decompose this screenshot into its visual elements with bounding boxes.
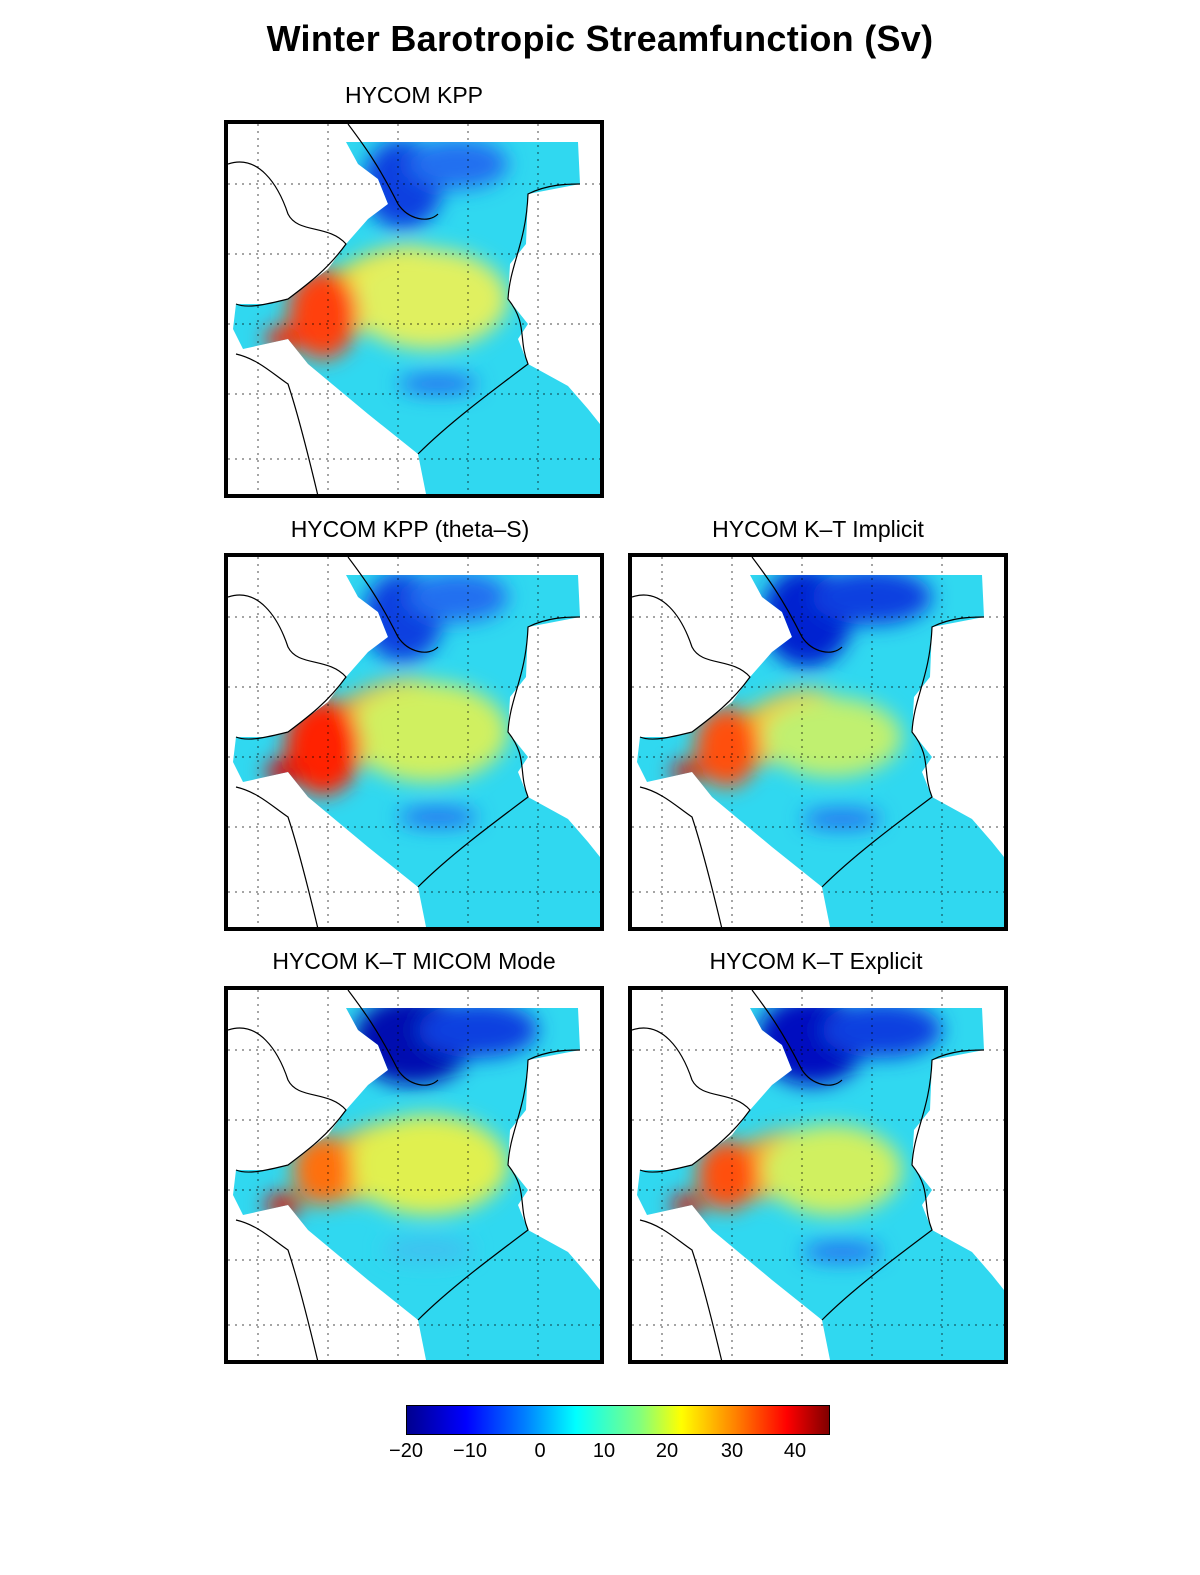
colorbar-tick-label: 20	[655, 1440, 679, 1462]
figure-title: Winter Barotropic Streamfunction (Sv)	[266, 18, 934, 59]
coastline	[632, 990, 985, 1360]
panel-title: HYCOM K–T Explicit	[709, 948, 923, 974]
coastline	[228, 557, 581, 927]
panel-title: HYCOM KPP	[344, 82, 484, 108]
streamfunction-map	[228, 557, 600, 927]
map-panel-hycom-kpp-theta-s	[224, 553, 604, 931]
coastline	[632, 557, 985, 927]
colorbar-tick-label: 0	[534, 1440, 546, 1462]
streamfunction-map	[228, 990, 600, 1360]
colorbar-tick-label: 30	[720, 1440, 744, 1462]
colorbar-tick-label: 10	[592, 1440, 616, 1462]
panel-title: HYCOM K–T MICOM Mode	[272, 948, 556, 974]
colorbar	[406, 1405, 830, 1435]
map-panel-hycom-kt-implicit	[628, 553, 1008, 931]
coastline	[228, 990, 581, 1360]
map-panel-hycom-kpp	[224, 120, 604, 498]
colorbar-tick-label: 40	[783, 1440, 807, 1462]
colorbar-tick-label: −20	[389, 1440, 423, 1462]
map-panel-hycom-kt-micom-mode	[224, 986, 604, 1364]
streamfunction-map	[632, 990, 1004, 1360]
colorbar-tick-label: −10	[453, 1440, 487, 1462]
map-panel-hycom-kt-explicit	[628, 986, 1008, 1364]
streamfunction-map	[228, 124, 600, 494]
panel-title: HYCOM KPP (theta–S)	[290, 516, 530, 542]
coastline	[228, 124, 581, 494]
panel-title: HYCOM K–T Implicit	[712, 516, 924, 542]
streamfunction-map	[632, 557, 1004, 927]
